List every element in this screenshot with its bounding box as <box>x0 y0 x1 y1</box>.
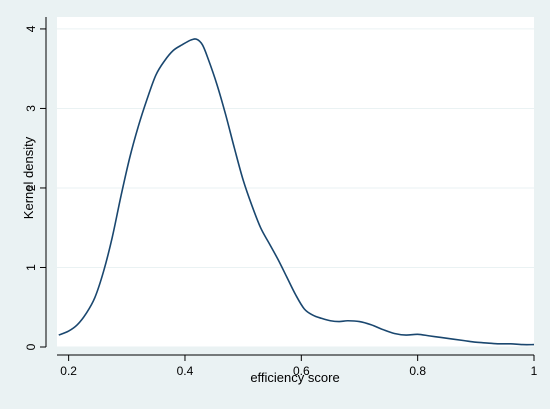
x-tick-label: 0.2 <box>60 364 77 378</box>
y-tick-label: 1 <box>24 264 38 271</box>
x-axis-label: efficiency score <box>250 370 339 385</box>
y-tick-label: 3 <box>24 105 38 112</box>
axis-layer: 0 1 2 3 4 0.2 0.4 0.6 0.8 1 <box>24 17 538 378</box>
y-tick-label: 4 <box>24 25 38 32</box>
series-layer <box>58 38 535 346</box>
y-tick-label: 2 <box>24 184 38 191</box>
y-tick-label: 0 <box>24 343 38 350</box>
x-tick-label: 1 <box>531 364 538 378</box>
plot-area <box>57 17 534 347</box>
x-tick-label: 0.6 <box>293 364 310 378</box>
x-tick-label: 0.8 <box>409 364 426 378</box>
grid-layer <box>57 28 534 348</box>
x-tick-label: 0.4 <box>177 364 194 378</box>
density-curve <box>58 38 535 346</box>
y-axis-label: Kernel density <box>21 136 36 219</box>
